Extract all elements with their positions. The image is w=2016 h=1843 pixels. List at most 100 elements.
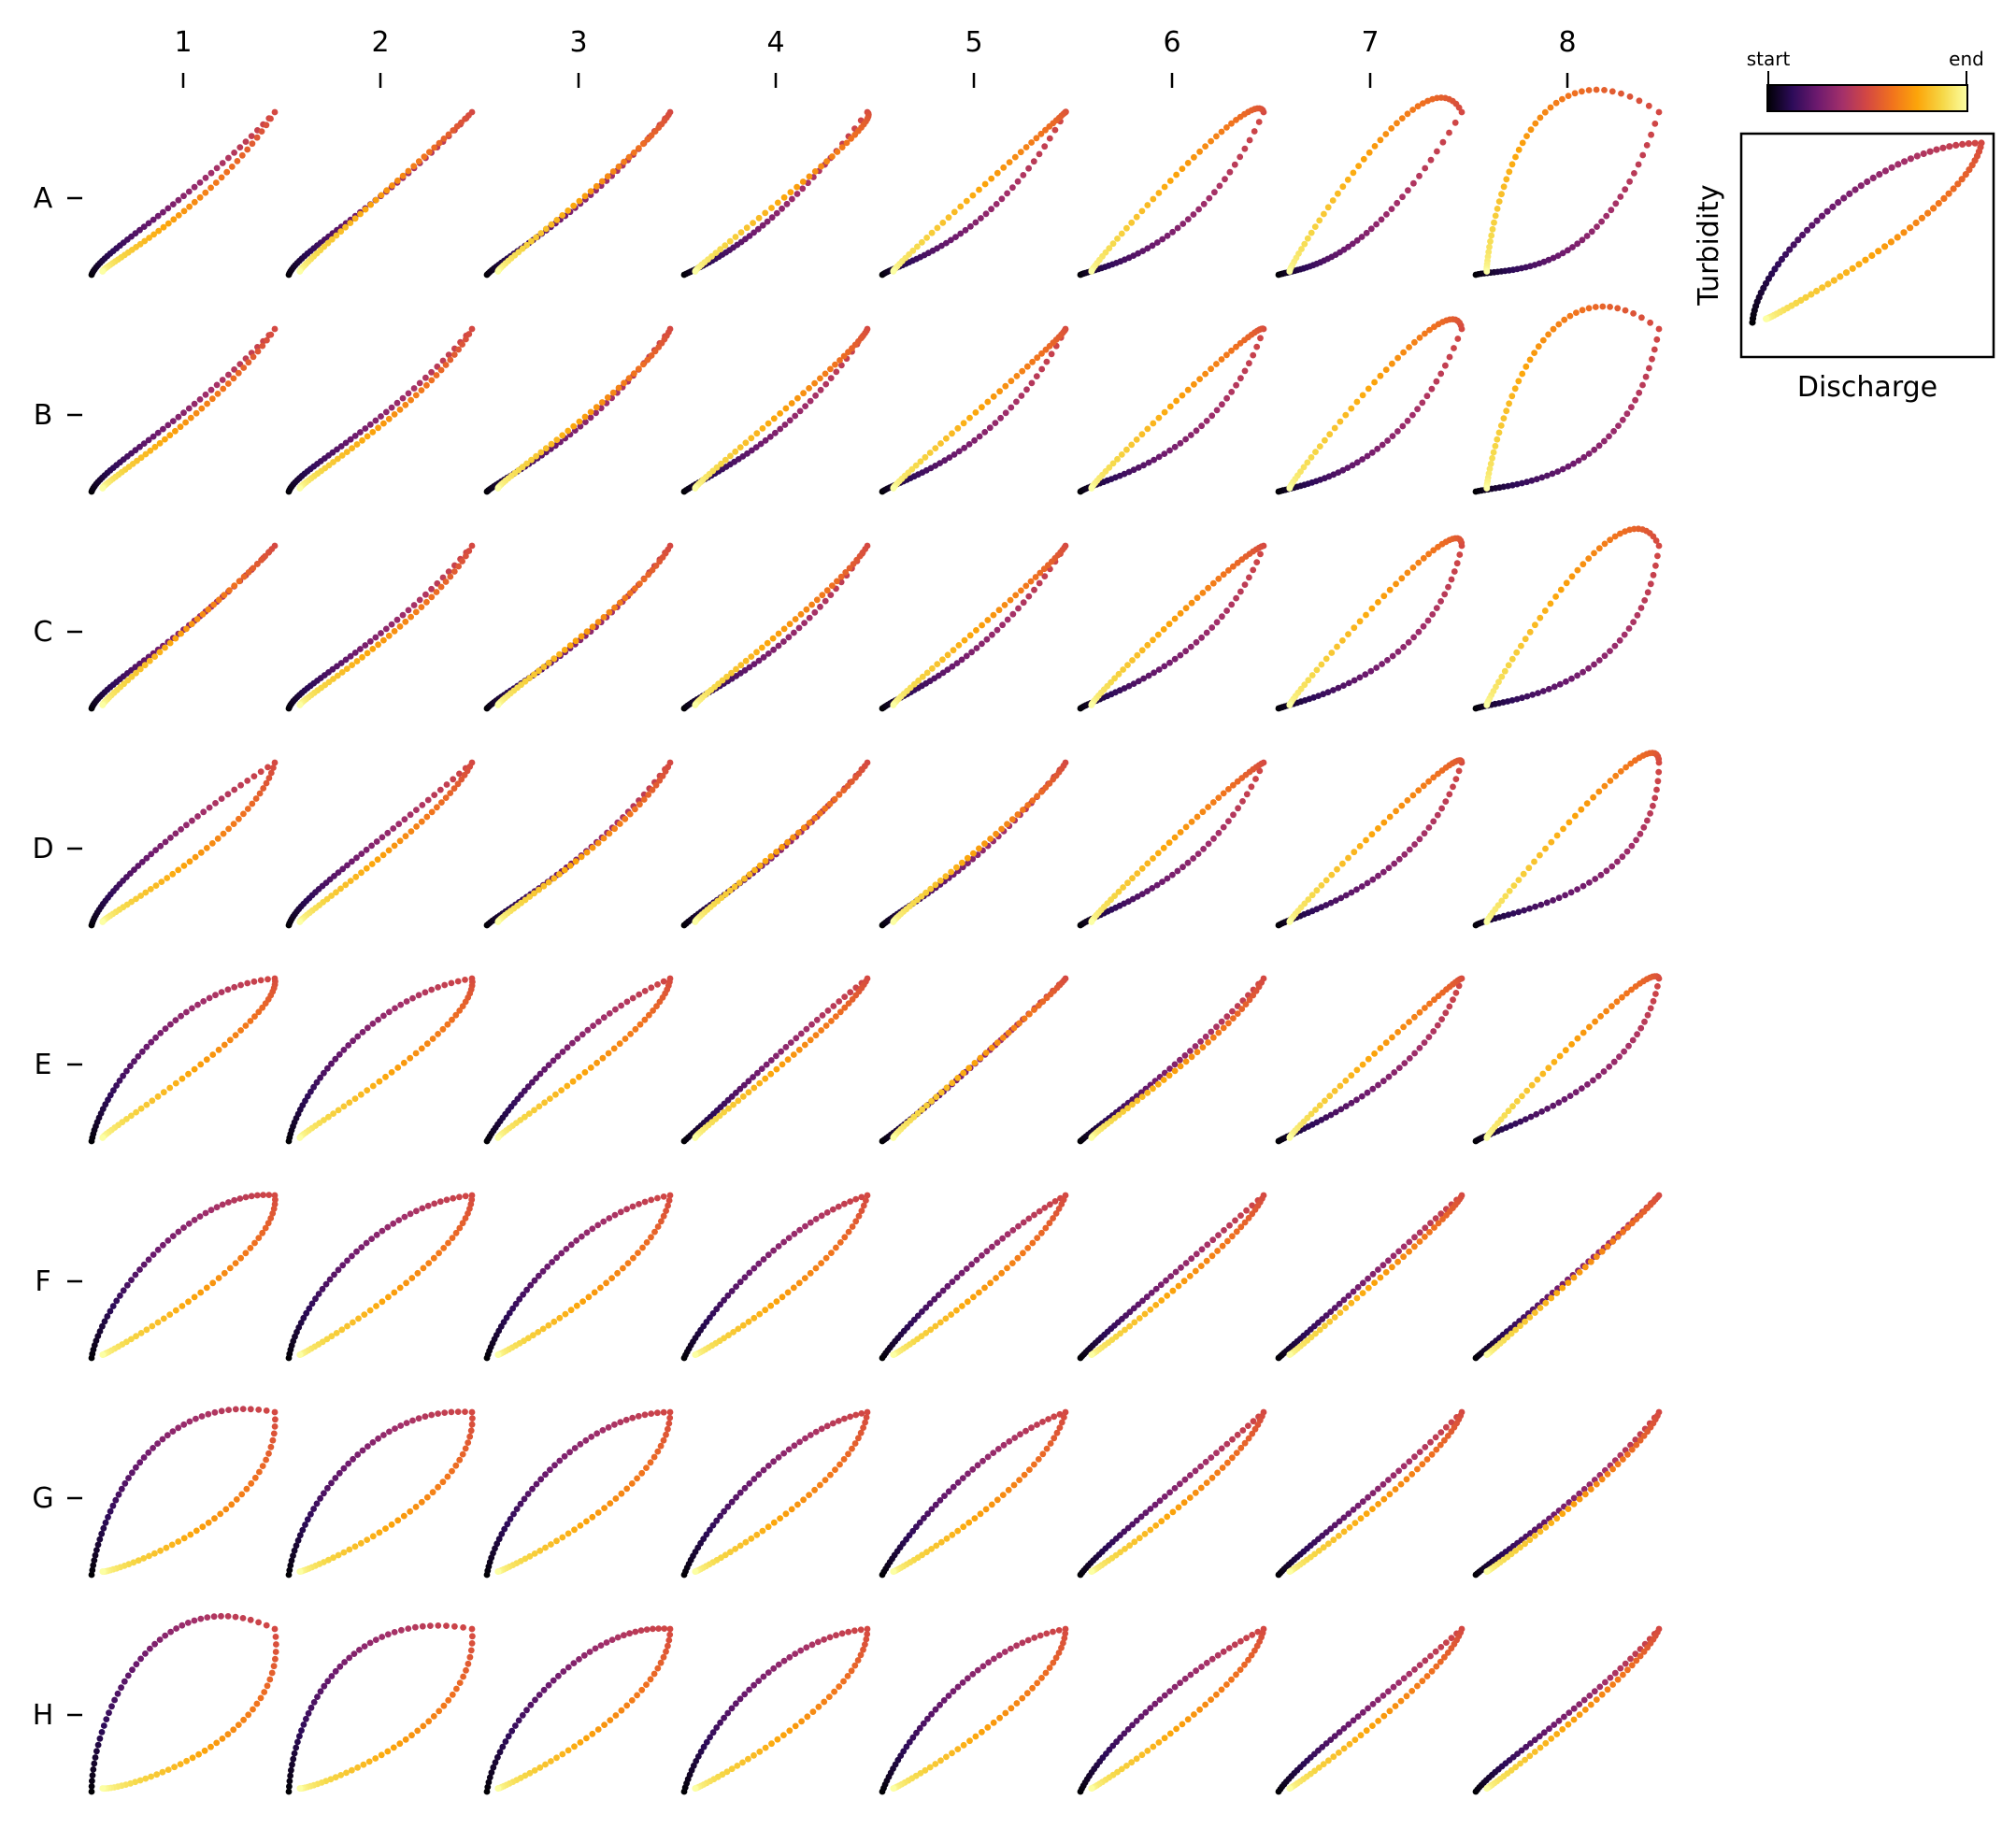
loop-F1-point (197, 1289, 205, 1296)
loop-D8-point (1627, 760, 1635, 767)
loop-A1-point (248, 133, 255, 140)
loop-B3-point (587, 408, 594, 416)
loop-G4-point (864, 1408, 871, 1416)
loop-B5-point (966, 414, 973, 421)
loop-G3-point (526, 1552, 534, 1560)
loop-E8-point (1621, 1048, 1627, 1055)
loop-G7-point (1375, 1485, 1381, 1493)
loop-C6-point (1205, 584, 1211, 592)
loop-F2-point (436, 1198, 444, 1206)
loop-B6-point (1257, 335, 1264, 342)
loop-C7-point (1386, 586, 1394, 593)
loop-D8-point (1647, 810, 1653, 817)
loop-E1-point (247, 1018, 254, 1024)
loop-B5-point (955, 448, 963, 455)
loop-C4-point (758, 644, 765, 651)
loop-B5-point (1038, 350, 1045, 357)
loop-D2-point (391, 842, 398, 850)
loop-C8-point (1508, 655, 1516, 663)
loop-F4-point (833, 1244, 839, 1251)
loop-G2-point (332, 1475, 339, 1481)
loop-F3-point (636, 1201, 642, 1207)
loop-F6-point (1203, 1257, 1210, 1264)
loop-D8-point (1566, 819, 1573, 826)
loop-B7-point (1349, 462, 1356, 469)
loop-G4-point (835, 1418, 842, 1424)
loop-A8-point (1609, 88, 1616, 95)
loop-B8-point (1539, 336, 1547, 344)
loop-G8-point (1644, 1428, 1651, 1436)
loop-B2 (285, 325, 476, 495)
loop-G3-point (589, 1513, 596, 1521)
loop-C4-point (823, 587, 831, 594)
loop-B2-point (385, 415, 393, 422)
loop-F3-point (641, 1198, 649, 1206)
loop-A5-point (963, 197, 970, 205)
loop-G5-point (988, 1501, 995, 1508)
loop-B7-point (1322, 436, 1328, 444)
loop-G5 (879, 1408, 1069, 1579)
loop-G4-point (852, 1411, 860, 1419)
loop-E1-point (105, 1096, 111, 1104)
loop-D7-point (1327, 899, 1335, 907)
loop-F1-point (154, 1246, 162, 1253)
loop-F3-point (503, 1314, 510, 1322)
loop-G4-point (709, 1522, 717, 1529)
loop-H1-point (162, 1632, 169, 1639)
loop-E2-point (428, 986, 436, 993)
loop-B5-point (965, 441, 973, 448)
loop-A8-point (1519, 139, 1526, 147)
loop-A5-point (923, 235, 930, 241)
loop-E4-point (751, 1084, 758, 1092)
loop-D6-point (1188, 819, 1195, 825)
loop-F6-point (1130, 1305, 1137, 1312)
loop-C6-point (1233, 594, 1239, 602)
loop-A7-point (1373, 221, 1380, 228)
loop-E4-point (779, 1061, 786, 1068)
loop-E3-point (564, 1044, 571, 1051)
loop-D7-point (1430, 818, 1437, 825)
loop-B6-point (1233, 343, 1239, 350)
loop-F4-point (790, 1284, 797, 1292)
loop-B5-point (1033, 373, 1040, 379)
loop-F3-point (660, 1193, 667, 1200)
loop-E6-point (1202, 1033, 1209, 1040)
loop-C7-point (1286, 702, 1294, 708)
loop-A6-point (1208, 137, 1214, 145)
loop-A1-point (145, 220, 152, 227)
loop-E3-point (552, 1091, 559, 1098)
loop-G2-point (364, 1536, 371, 1543)
loop-A7-point (1311, 223, 1319, 231)
loop-E1-point (209, 1051, 217, 1058)
loop-E7-point (1326, 1093, 1334, 1100)
loop-G8-point (1609, 1465, 1616, 1473)
loop-E8-point (1654, 983, 1661, 990)
loop-D1-point (267, 769, 275, 777)
loop-A3-point (548, 221, 555, 228)
loop-A6-point (1218, 128, 1225, 136)
loop-E8-point (1539, 1070, 1547, 1078)
loop-C4-point (797, 610, 805, 618)
loop-E1-point (250, 978, 258, 985)
loop-F7-point (1369, 1270, 1377, 1278)
loop-G5-point (950, 1483, 957, 1491)
loop-E2-point (335, 1107, 342, 1114)
loop-E7-point (1426, 1000, 1433, 1007)
loop-G7-point (1340, 1514, 1348, 1522)
loop-E1-point (212, 992, 219, 999)
loop-D8-point (1603, 867, 1610, 875)
loop-B5-point (979, 404, 985, 411)
loop-F2-point (344, 1257, 350, 1264)
loop-G3-point (492, 1545, 498, 1552)
loop-G3-point (513, 1506, 521, 1512)
loop-E4-point (778, 1048, 784, 1055)
loop-E8-point (1574, 1035, 1581, 1042)
loop-D7-point (1393, 807, 1399, 815)
loop-C8-point (1574, 672, 1580, 679)
loop-A1-point (155, 227, 163, 235)
loop-C5-point (966, 632, 974, 639)
loop-E7-point (1438, 1016, 1445, 1022)
loop-A6-point (1196, 148, 1203, 155)
loop-C2-point (428, 593, 436, 601)
loop-A8-point (1571, 90, 1579, 97)
